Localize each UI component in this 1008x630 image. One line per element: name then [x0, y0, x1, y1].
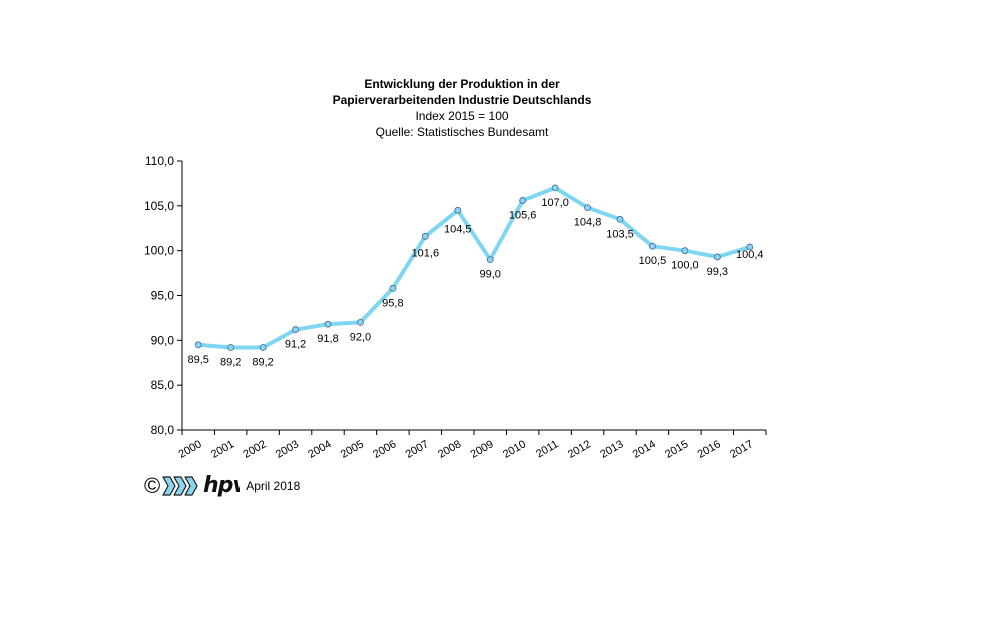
- data-point: [454, 206, 462, 214]
- copyright-symbol: ©: [144, 473, 161, 498]
- x-tick-label: 2015: [663, 438, 690, 461]
- footer: © hpv April 2018: [144, 474, 300, 498]
- x-axis: 2000 2001 2002 2003 2004 2005 2006 2007 2008 2009…: [177, 429, 767, 461]
- x-tick-label: 2009: [469, 438, 496, 461]
- data-label: 92,0: [350, 331, 371, 343]
- y-tick-label: 90,0: [151, 333, 175, 347]
- data-label: 100,5: [639, 255, 667, 267]
- data-label: 100,4: [736, 249, 764, 261]
- y-tick-label: 100,0: [144, 244, 174, 258]
- y-tick-label: 110,0: [145, 154, 174, 168]
- chart-subtitle: Index 2015 = 100: [415, 109, 509, 123]
- data-label: 105,6: [509, 209, 537, 221]
- y-axis: 80,0 85,0 90,0 95,0 100,0 105,0 110,0: [144, 154, 183, 437]
- hpv-logo-icon: hpv: [203, 474, 240, 498]
- data-label: 99,3: [707, 266, 728, 278]
- data-point: [746, 243, 754, 251]
- x-tick-label: 2016: [696, 438, 723, 461]
- chart-titles: Entwicklung der Produktion in der Papier…: [262, 76, 662, 140]
- x-tick-label: 2006: [371, 438, 398, 461]
- chart-source: Quelle: Statistisches Bundesamt: [375, 125, 549, 139]
- data-label: 95,8: [382, 297, 403, 309]
- data-point: [551, 184, 559, 192]
- x-tick-label: 2011: [534, 438, 560, 460]
- data-point: [584, 204, 591, 212]
- y-tick-label: 95,0: [151, 289, 175, 303]
- x-tick-label: 2017: [728, 438, 755, 461]
- data-point: [259, 344, 267, 351]
- x-tick-label: 2010: [501, 438, 528, 461]
- series-line: [196, 185, 752, 350]
- data-label: 103,5: [606, 228, 634, 240]
- data-label: 100,0: [671, 260, 699, 272]
- x-tick-label: 2007: [404, 438, 431, 461]
- data-point: [357, 318, 364, 326]
- data-label: 104,5: [444, 223, 472, 235]
- x-tick-label: 2012: [566, 438, 593, 461]
- x-tick-label: 2004: [306, 438, 333, 461]
- x-tick-label: 2001: [209, 438, 236, 461]
- data-point: [194, 341, 202, 349]
- data-point: [324, 320, 332, 328]
- data-point: [389, 284, 397, 292]
- data-point: [649, 242, 656, 250]
- series-production-index: 89,5 89,2 89,2 91,2 91,8 92,0 95,8 101,6 104,5 99…: [188, 184, 764, 369]
- y-tick-label: 80,0: [151, 423, 175, 437]
- data-point: [519, 197, 527, 204]
- x-tick-label: 2000: [177, 438, 204, 461]
- data-point: [292, 326, 299, 333]
- x-tick-label: 2003: [274, 438, 301, 461]
- x-tick-label: 2014: [631, 438, 658, 461]
- hpv-arrows-logo-icon: [162, 476, 198, 496]
- footer-date: April 2018: [246, 479, 301, 493]
- data-point: [227, 344, 235, 351]
- data-label: 104,8: [574, 217, 602, 229]
- logo-chevron: [184, 476, 198, 496]
- x-tick-label: 2002: [241, 438, 268, 461]
- data-point: [486, 256, 494, 264]
- data-label: 107,0: [541, 197, 569, 209]
- data-point: [713, 253, 721, 261]
- data-label: 89,5: [188, 354, 209, 366]
- data-label: 89,2: [220, 357, 241, 369]
- y-tick-label: 85,0: [151, 378, 175, 392]
- y-tick-label: 105,0: [144, 199, 174, 213]
- data-label: 91,2: [285, 339, 306, 351]
- data-label: 99,0: [480, 269, 501, 281]
- logo-chevron: [173, 476, 187, 496]
- data-point: [421, 232, 429, 240]
- data-label: 101,6: [412, 247, 440, 259]
- x-tick-label: 2008: [436, 438, 463, 461]
- chart-title-line2: Papierverarbeitenden Industrie Deutschla…: [332, 93, 592, 107]
- data-point: [616, 215, 624, 223]
- chart-title: Entwicklung der Produktion in der: [364, 77, 560, 91]
- data-label: 91,8: [317, 333, 338, 345]
- x-tick-label: 2013: [598, 438, 625, 461]
- data-label: 89,2: [252, 357, 273, 369]
- svg-text:hpv: hpv: [203, 474, 240, 498]
- data-point: [681, 247, 689, 255]
- logo-chevron: [162, 476, 176, 496]
- x-tick-label: 2005: [339, 438, 366, 461]
